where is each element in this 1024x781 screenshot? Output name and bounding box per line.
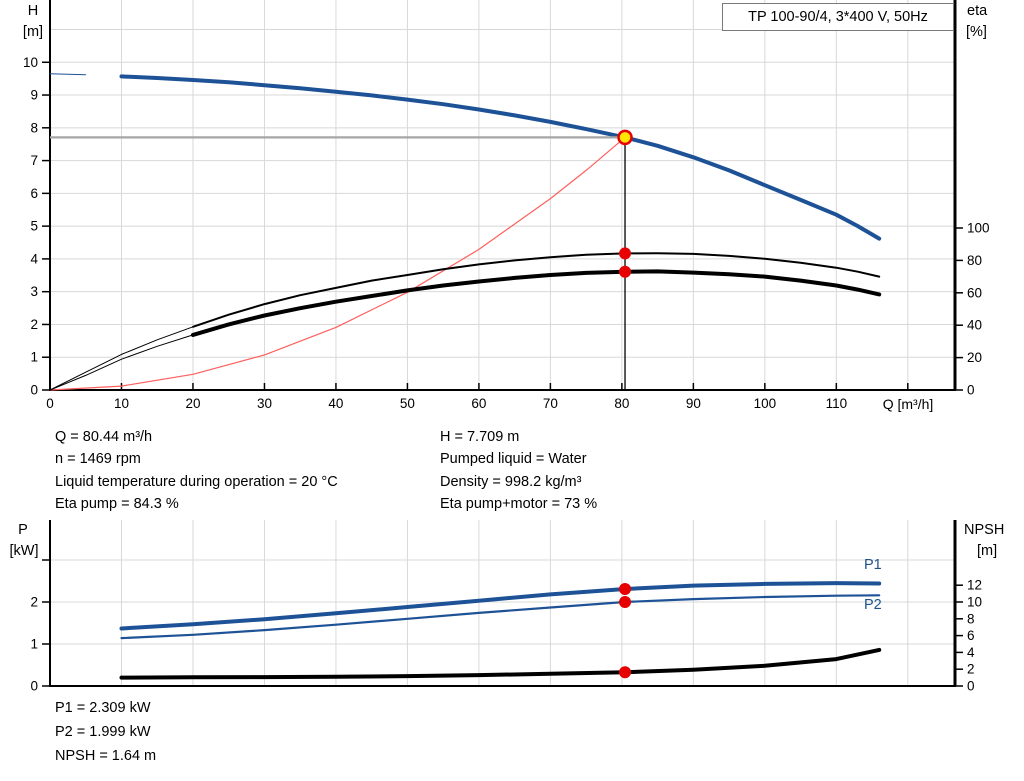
power-right-axis-label-line2: [m] (977, 543, 998, 559)
info-h: H = 7.709 m (440, 429, 520, 445)
power-left-axis-label-line1: P (18, 522, 28, 538)
x-tick-label: 20 (185, 396, 200, 411)
x-tick-label: 40 (328, 396, 343, 411)
y-right-tick-label: 80 (967, 253, 982, 268)
y-left-tick-label: 6 (30, 186, 38, 201)
y-left-tick-label: 2 (30, 595, 38, 610)
series-label-p1: P1 (864, 557, 882, 573)
series-label-p2: P2 (864, 597, 882, 613)
y-right-tick-label: 0 (967, 383, 975, 398)
info-p1: P1 = 2.309 kW (55, 700, 151, 716)
y-right-tick-label: 8 (967, 611, 975, 626)
info-density: Density = 998.2 kg/m³ (440, 474, 582, 490)
y-left-tick-label: 9 (30, 88, 38, 103)
x-tick-label: 80 (614, 396, 629, 411)
info-n: n = 1469 rpm (55, 451, 141, 467)
y-right-tick-label: 2 (967, 662, 975, 677)
y-right-tick-label: 40 (967, 318, 982, 333)
y-right-tick-label: 60 (967, 285, 982, 300)
curve-h (119, 74, 882, 241)
power-right-axis-label-line1: NPSH (964, 522, 1005, 538)
head-right-axis-label-line2: [%] (966, 24, 987, 40)
head-x-axis-label: Q [m³/h] (882, 396, 934, 412)
y-left-tick-label: 3 (30, 284, 38, 299)
x-tick-label: 30 (257, 396, 272, 411)
y-left-tick-label: 2 (30, 317, 38, 332)
y-right-tick-label: 100 (967, 221, 990, 236)
eta-pump-dot (619, 247, 632, 260)
info-eta-pump: Eta pump = 84.3 % (55, 496, 179, 512)
curve-p2 (120, 594, 881, 640)
y-right-tick-label: 10 (967, 595, 982, 610)
curve-npsh (119, 647, 882, 680)
curve-h-thin (49, 73, 87, 76)
head-left-axis-label-line2: [m] (22, 24, 44, 40)
head-left-axis-label-line1: H (27, 3, 39, 19)
p1-duty-dot (619, 583, 632, 596)
info-pumped-liquid: Pumped liquid = Water (440, 451, 587, 467)
y-left-tick-label: 1 (30, 637, 38, 652)
x-tick-label: 100 (754, 396, 777, 411)
x-tick-label: 110 (826, 396, 848, 411)
y-left-tick-label: 7 (30, 153, 38, 168)
y-left-tick-label: 0 (30, 679, 38, 694)
power-left-axis-label-line2: [kW] (9, 543, 39, 559)
y-right-tick-label: 6 (967, 628, 975, 643)
info-liquid-temp: Liquid temperature during operation = 20… (55, 474, 338, 490)
operating-point-marker (617, 129, 633, 146)
y-right-tick-label: 12 (967, 578, 982, 593)
y-right-tick-label: 4 (967, 645, 975, 660)
curve-eta-pump-motor (191, 269, 882, 337)
y-right-tick-label: 20 (967, 350, 982, 365)
y-left-tick-label: 10 (23, 55, 38, 70)
info-p2: P2 = 1.999 kW (55, 724, 151, 740)
curve-p1 (119, 581, 882, 631)
x-tick-label: 0 (46, 396, 54, 411)
info-eta-pump-motor: Eta pump+motor = 73 % (440, 496, 598, 512)
x-tick-label: 10 (114, 396, 129, 411)
y-right-tick-label: 0 (967, 679, 975, 694)
head-right-axis-label-line1: eta (967, 3, 988, 19)
p2-duty-dot (619, 596, 632, 609)
x-tick-label: 50 (400, 396, 415, 411)
info-npsh: NPSH = 1.64 m (55, 748, 157, 764)
info-q: Q = 80.44 m³/h (55, 429, 153, 445)
curve-eta-pump-thin (49, 326, 194, 391)
y-left-tick-label: 0 (30, 383, 38, 398)
y-left-tick-label: 5 (30, 219, 38, 234)
x-tick-label: 90 (686, 396, 701, 411)
curve-eta-pump (192, 252, 881, 328)
npsh-duty-dot (619, 666, 632, 679)
eta-pump-motor-dot (619, 265, 632, 278)
y-left-tick-label: 1 (30, 350, 38, 365)
pump-title-box: TP 100-90/4, 3*400 V, 50Hz (722, 3, 954, 31)
y-left-tick-label: 4 (30, 251, 38, 266)
x-tick-label: 60 (471, 396, 486, 411)
curve-system-curve (49, 136, 626, 391)
y-left-tick-label: 8 (30, 120, 38, 135)
x-tick-label: 70 (543, 396, 558, 411)
curve-eta-pump-motor-thin (49, 334, 194, 391)
